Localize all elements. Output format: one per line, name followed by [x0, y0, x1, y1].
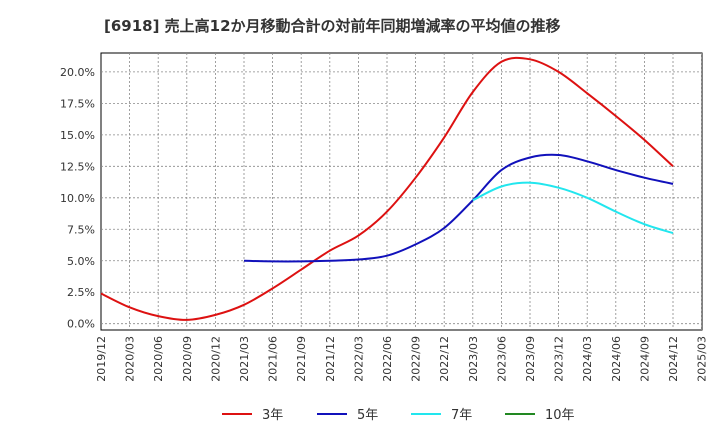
x-tick-label: 2020/03	[124, 336, 137, 382]
x-tick-label: 2021/12	[324, 336, 337, 382]
y-tick-label: 5.0%	[67, 255, 95, 268]
x-tick-label: 2024/06	[610, 336, 623, 382]
y-axis-ticks: 0.0% 2.5% 5.0% 7.5% 10.0% 12.5% 15.0% 17.5% 20.0…	[60, 66, 95, 331]
x-tick-label: 2021/06	[267, 336, 280, 382]
x-tick-label: 2020/12	[209, 336, 222, 382]
x-tick-label: 2022/06	[381, 336, 394, 382]
x-tick-label: 2019/12	[95, 336, 108, 382]
chart-title: [6918] 売上高12か月移動合計の対前年同期増減率の平均値の推移	[104, 17, 561, 35]
x-tick-label: 2023/06	[495, 336, 508, 382]
x-tick-label: 2024/09	[638, 336, 651, 382]
legend-label-1: 3年	[262, 408, 283, 423]
series-line-3	[472, 181, 674, 235]
y-tick-label: 17.5%	[60, 97, 95, 110]
x-tick-label: 2022/12	[438, 336, 451, 382]
legend: 3年 5年 7年 10年	[222, 408, 575, 423]
x-tick-label: 2025/03	[696, 336, 709, 382]
x-tick-label: 2023/09	[524, 336, 537, 382]
x-tick-label: 2020/09	[181, 336, 194, 382]
y-tick-label: 2.5%	[67, 286, 95, 299]
y-tick-label: 20.0%	[60, 66, 95, 79]
x-tick-label: 2021/03	[238, 336, 251, 382]
x-tick-label: 2020/06	[152, 336, 165, 382]
series-lines	[100, 56, 674, 321]
y-tick-label: 7.5%	[67, 223, 95, 236]
x-tick-label: 2022/03	[352, 336, 365, 382]
x-tick-label: 2024/03	[581, 336, 594, 382]
y-tick-label: 10.0%	[60, 192, 95, 205]
x-tick-label: 2023/03	[467, 336, 480, 382]
legend-label-4: 10年	[545, 408, 575, 423]
y-tick-label: 12.5%	[60, 160, 95, 173]
series-line-1	[100, 56, 674, 321]
x-tick-label: 2022/09	[410, 336, 423, 382]
legend-label-2: 5年	[357, 408, 378, 423]
x-tick-label: 2024/12	[667, 336, 680, 382]
y-tick-label: 15.0%	[60, 129, 95, 142]
legend-label-3: 7年	[451, 408, 472, 423]
x-tick-label: 2021/09	[295, 336, 308, 382]
grid	[101, 53, 702, 330]
plot-area	[100, 52, 703, 331]
series-line-2	[243, 153, 674, 263]
x-tick-label: 2023/12	[553, 336, 566, 382]
x-axis-ticks: 2019/12 2020/03 2020/06 2020/09 2020/12 2021/…	[95, 336, 709, 382]
y-tick-label: 0.0%	[67, 318, 95, 331]
